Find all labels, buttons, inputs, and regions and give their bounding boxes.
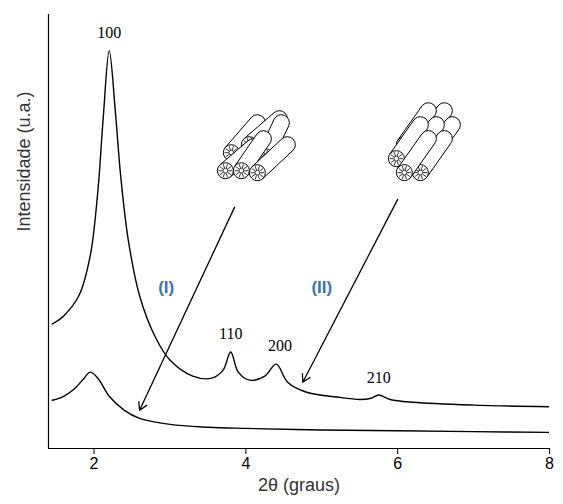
svg-text:(II): (II): [311, 278, 332, 297]
svg-text:(I): (I): [158, 278, 174, 297]
svg-text:200: 200: [268, 337, 292, 354]
svg-text:210: 210: [367, 369, 391, 386]
svg-text:6: 6: [393, 455, 402, 472]
svg-text:2θ (graus): 2θ (graus): [258, 475, 340, 495]
svg-text:4: 4: [241, 455, 250, 472]
svg-text:8: 8: [545, 455, 554, 472]
svg-text:100: 100: [97, 24, 121, 41]
svg-text:110: 110: [219, 325, 242, 342]
svg-text:2: 2: [90, 455, 99, 472]
svg-text:Intensidade (u.a.): Intensidade (u.a.): [14, 91, 34, 231]
